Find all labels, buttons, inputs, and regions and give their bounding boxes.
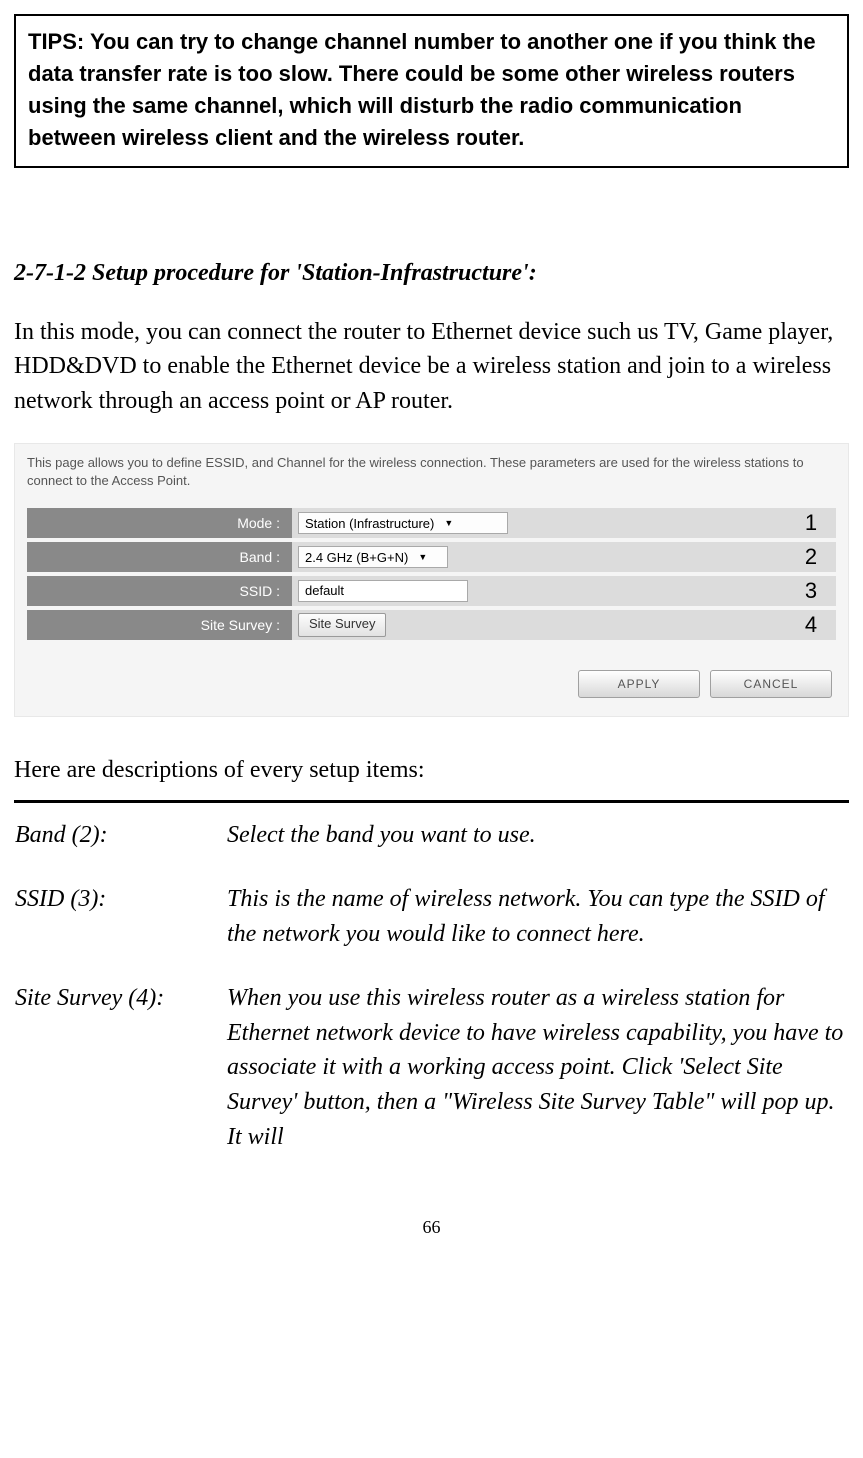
config-row-sitesurvey: Site Survey : Site Survey 4 [27,610,836,640]
def-term: Band (2): [14,817,226,881]
config-row-band: Band : 2.4 GHz (B+G+N) ▼ 2 [27,542,836,572]
descriptions-intro: Here are descriptions of every setup ite… [14,757,849,784]
config-row-mode: Mode : Station (Infrastructure) ▼ 1 [27,508,836,538]
chevron-down-icon: ▼ [444,518,453,528]
config-panel-description: This page allows you to define ESSID, an… [27,454,836,490]
spacer [592,508,786,538]
callout-3: 3 [786,576,836,606]
spacer [592,610,786,640]
mode-select[interactable]: Station (Infrastructure) ▼ [298,512,508,534]
horizontal-rule [14,800,849,803]
def-term: SSID (3): [14,881,226,980]
apply-button[interactable]: APPLY [578,670,700,698]
band-select-value: 2.4 GHz (B+G+N) [305,550,408,565]
panel-buttons: APPLY CANCEL [27,670,836,698]
config-panel: This page allows you to define ESSID, an… [14,443,849,717]
def-term: Site Survey (4): [14,980,226,1183]
def-text: Select the band you want to use. [226,817,849,881]
config-label-mode: Mode : [27,508,292,538]
band-select[interactable]: 2.4 GHz (B+G+N) ▼ [298,546,448,568]
callout-2: 2 [786,542,836,572]
cancel-button[interactable]: CANCEL [710,670,832,698]
callout-4: 4 [786,610,836,640]
section-heading: 2-7-1-2 Setup procedure for 'Station-Inf… [14,260,849,287]
config-label-sitesurvey: Site Survey : [27,610,292,640]
config-field-band: 2.4 GHz (B+G+N) ▼ [292,542,592,572]
config-field-mode: Station (Infrastructure) ▼ [292,508,592,538]
spacer [592,542,786,572]
def-text: When you use this wireless router as a w… [226,980,849,1183]
spacer [592,576,786,606]
page-number: 66 [14,1217,849,1238]
def-row-sitesurvey: Site Survey (4): When you use this wirel… [14,980,849,1183]
tips-box: TIPS: You can try to change channel numb… [14,14,849,168]
chevron-down-icon: ▼ [418,552,427,562]
tips-text: TIPS: You can try to change channel numb… [28,29,816,150]
ssid-input[interactable]: default [298,580,468,602]
mode-select-value: Station (Infrastructure) [305,516,434,531]
def-row-band: Band (2): Select the band you want to us… [14,817,849,881]
def-text: This is the name of wireless network. Yo… [226,881,849,980]
site-survey-button[interactable]: Site Survey [298,613,386,637]
config-row-ssid: SSID : default 3 [27,576,836,606]
def-row-ssid: SSID (3): This is the name of wireless n… [14,881,849,980]
section-intro: In this mode, you can connect the router… [14,315,849,419]
config-label-band: Band : [27,542,292,572]
config-field-ssid: default [292,576,592,606]
callout-1: 1 [786,508,836,538]
config-label-ssid: SSID : [27,576,292,606]
definitions-table: Band (2): Select the band you want to us… [14,817,849,1182]
config-field-sitesurvey: Site Survey [292,610,592,640]
